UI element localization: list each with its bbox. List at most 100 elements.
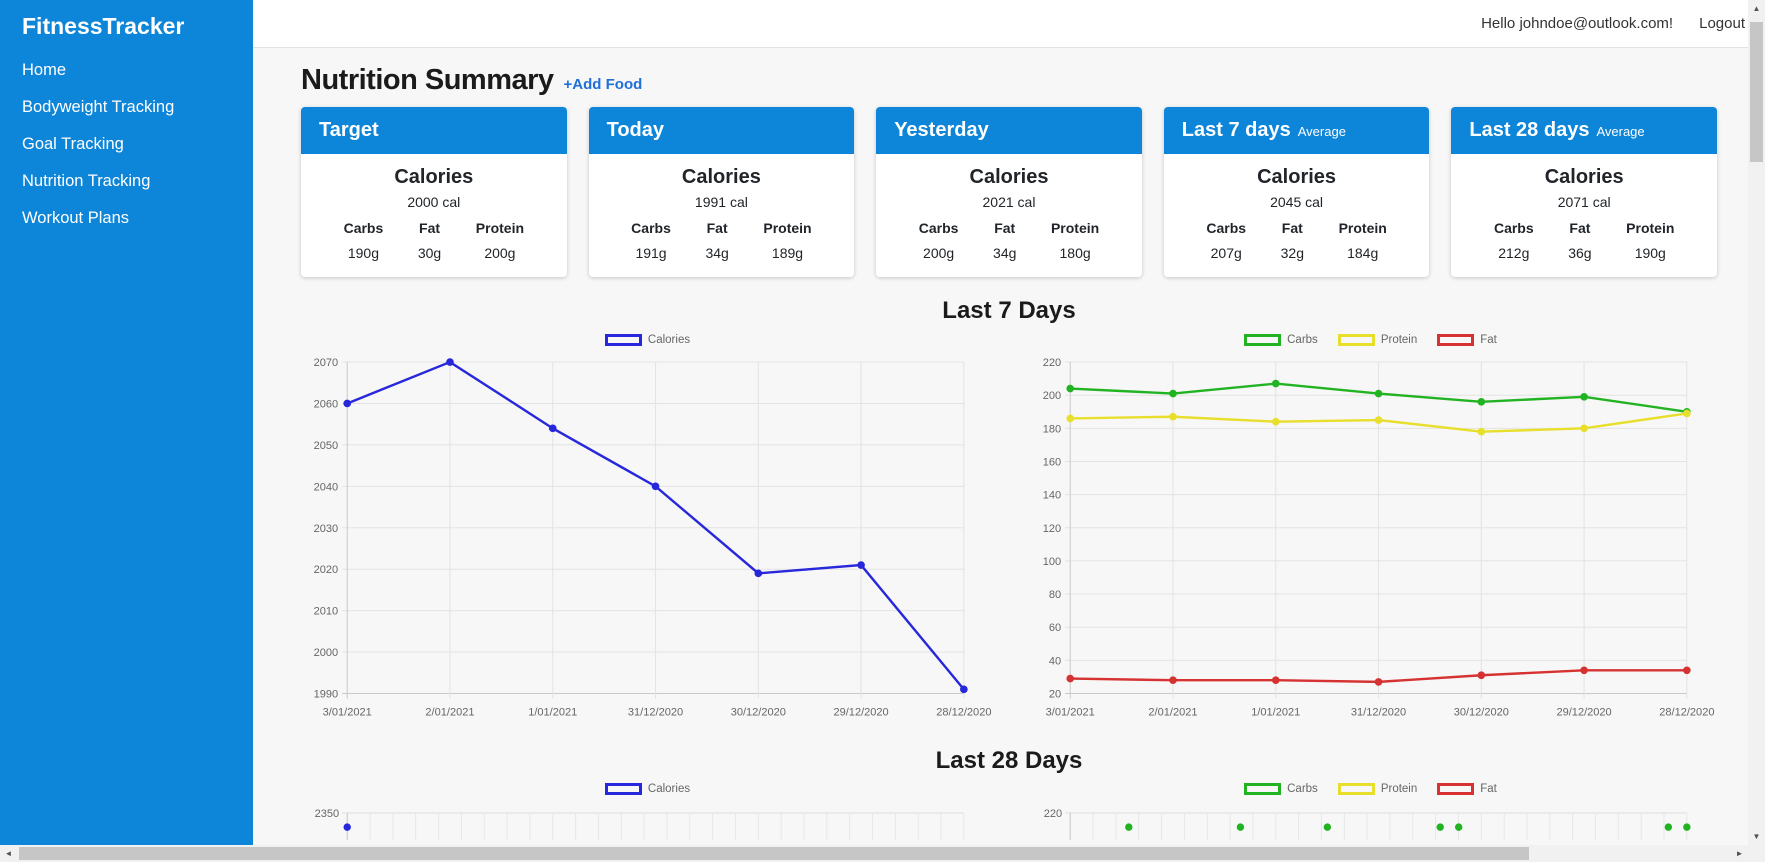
svg-text:31/12/2020: 31/12/2020 — [628, 707, 683, 719]
card-body: Calories 2045 cal Carbs 207g Fat 32g Prote… — [1164, 154, 1430, 277]
sidebar-item-workout-plans[interactable]: Workout Plans — [22, 209, 129, 227]
macros-row: Carbs 212g Fat 36g Protein 190g — [1459, 220, 1709, 261]
macro-carbs-value: 212g — [1498, 245, 1530, 261]
calories-heading: Calories — [394, 166, 474, 188]
svg-text:160: 160 — [1043, 456, 1061, 468]
macro-protein-label: Protein — [1338, 220, 1387, 236]
legend-swatch-carbs — [1244, 783, 1282, 796]
macros-7d-legend: Carbs Protein Fat — [1024, 331, 1717, 348]
macro-fat-value: 36g — [1568, 245, 1592, 261]
legend-label: Fat — [1480, 333, 1497, 346]
scroll-right-icon[interactable]: ► — [1731, 845, 1748, 862]
macro-carbs-value: 191g — [635, 245, 667, 261]
macros-28d-line-chart: 220 — [1044, 808, 1691, 840]
user-greeting-link[interactable]: Hello johndoe@outlook.com! — [1481, 15, 1674, 32]
calories-28d-chart-block: Calories 2350 — [301, 781, 994, 840]
macro-protein-value: 184g — [1347, 245, 1379, 261]
legend-label: Calories — [647, 333, 691, 346]
calories-heading: Calories — [969, 166, 1049, 188]
logout-link[interactable]: Logout — [1699, 15, 1745, 32]
macro-carbs: Carbs 207g — [1206, 220, 1246, 261]
add-food-link[interactable]: +Add Food — [563, 76, 643, 93]
card-title: Today — [606, 119, 665, 141]
svg-text:2040: 2040 — [314, 481, 339, 493]
macros-row: Carbs 207g Fat 32g Protein 184g — [1172, 220, 1422, 261]
horizontal-scrollbar-thumb[interactable] — [19, 847, 1529, 860]
macro-fat-value: 34g — [993, 245, 1017, 261]
legend-item-fat[interactable]: Fat — [1437, 333, 1497, 346]
card-yesterday: Yesterday Calories 2021 cal Carbs 200g Fa… — [876, 107, 1142, 277]
svg-text:100: 100 — [1043, 556, 1061, 568]
macro-carbs-value: 190g — [347, 245, 379, 261]
vertical-scrollbar[interactable]: ▲ ▼ — [1748, 0, 1765, 845]
legend-item-calories[interactable]: Calories — [604, 333, 691, 346]
svg-text:3/01/2021: 3/01/2021 — [323, 707, 372, 719]
scroll-up-icon[interactable]: ▲ — [1748, 0, 1765, 17]
legend-label: Protein — [1380, 333, 1418, 346]
svg-text:140: 140 — [1043, 490, 1061, 502]
sidebar-item-home[interactable]: Home — [22, 61, 67, 79]
svg-text:2/01/2021: 2/01/2021 — [425, 707, 474, 719]
macro-carbs-label: Carbs — [631, 220, 671, 236]
svg-text:20: 20 — [1049, 688, 1061, 700]
legend-item-fat[interactable]: Fat — [1437, 783, 1497, 796]
calories-heading: Calories — [681, 166, 761, 188]
calories-28d-line-chart: 2350 — [315, 808, 965, 840]
macro-protein: Protein 189g — [763, 220, 811, 261]
vertical-scrollbar-thumb[interactable] — [1750, 22, 1763, 162]
calories-value: 2000 cal — [407, 194, 461, 210]
charts-row-last-28-days: Calories 2350 Carbs Protein Fat 220 — [301, 781, 1717, 840]
card-body: Calories 2021 cal Carbs 200g Fat 34g Prote… — [876, 154, 1142, 277]
summary-cards-row: Target Calories 2000 cal Carbs 190g Fat 30… — [301, 107, 1717, 277]
macros-row: Carbs 190g Fat 30g Protein 200g — [309, 220, 559, 261]
legend-item-carbs[interactable]: Carbs — [1244, 333, 1318, 346]
card-header: Last 28 days Average — [1451, 107, 1717, 154]
section-title-last-28-days: Last 28 Days — [935, 746, 1083, 774]
horizontal-scrollbar[interactable]: ◄ ► — [0, 845, 1748, 862]
card-today: Today Calories 1991 cal Carbs 191g Fat 34g… — [588, 107, 855, 277]
macro-fat-label: Fat — [1281, 220, 1303, 236]
svg-text:2/01/2021: 2/01/2021 — [1148, 707, 1197, 719]
sidebar-item-nutrition-tracking[interactable]: Nutrition Tracking — [22, 172, 151, 190]
calories-7d-chart-block: Calories 2070 2060 2050 2040 2030 2020 2010 200… — [301, 331, 994, 727]
legend-item-protein[interactable]: Protein — [1337, 333, 1418, 346]
legend-item-protein[interactable]: Protein — [1337, 783, 1418, 796]
calories-value: 2021 cal — [982, 194, 1036, 210]
macros-row: Carbs 191g Fat 34g Protein 189g — [597, 220, 847, 261]
svg-text:29/12/2020: 29/12/2020 — [833, 707, 888, 719]
svg-text:200: 200 — [1043, 390, 1061, 402]
macro-fat-value: 34g — [705, 245, 729, 261]
card-target: Target Calories 2000 cal Carbs 190g Fat 30… — [301, 107, 567, 277]
macro-carbs-label: Carbs — [1206, 220, 1247, 236]
legend-item-calories[interactable]: Calories — [604, 783, 690, 796]
scroll-down-icon[interactable]: ▼ — [1748, 828, 1765, 845]
card-subtitle-average: Average — [1297, 124, 1346, 139]
card-body: Calories 1991 cal Carbs 191g Fat 34g Prote… — [589, 154, 855, 277]
svg-text:60: 60 — [1049, 622, 1061, 634]
brand-title: FitnessTracker — [22, 13, 185, 39]
scroll-left-icon[interactable]: ◄ — [0, 845, 17, 862]
macro-fat: Fat 30g — [418, 220, 441, 261]
macro-protein-label: Protein — [1050, 220, 1100, 236]
svg-text:2070: 2070 — [314, 357, 339, 369]
sidebar-nav: Home Bodyweight Tracking Goal Tracking N… — [0, 52, 253, 237]
legend-swatch-protein — [1337, 333, 1375, 346]
card-body: Calories 2000 cal Carbs 190g Fat 30g Prote… — [301, 154, 567, 277]
sidebar: FitnessTracker Home Bodyweight Tracking … — [0, 0, 253, 862]
svg-text:2350: 2350 — [315, 808, 340, 820]
svg-text:28/12/2020: 28/12/2020 — [936, 707, 991, 719]
legend-label: Protein — [1380, 783, 1418, 796]
svg-text:40: 40 — [1049, 655, 1061, 667]
legend-label: Carbs — [1287, 783, 1318, 796]
sidebar-item-bodyweight-tracking[interactable]: Bodyweight Tracking — [22, 98, 175, 116]
macro-protein: Protein 180g — [1051, 220, 1099, 261]
svg-text:1990: 1990 — [314, 688, 339, 700]
svg-text:80: 80 — [1049, 589, 1061, 601]
legend-swatch-protein — [1337, 783, 1375, 796]
svg-text:2030: 2030 — [314, 523, 339, 535]
macro-fat-value: 32g — [1280, 245, 1304, 261]
legend-item-carbs[interactable]: Carbs — [1244, 783, 1318, 796]
page-head: Nutrition Summary +Add Food — [301, 64, 1717, 97]
topbar: Hello johndoe@outlook.com! Logout — [253, 0, 1765, 48]
sidebar-item-goal-tracking[interactable]: Goal Tracking — [22, 135, 124, 153]
